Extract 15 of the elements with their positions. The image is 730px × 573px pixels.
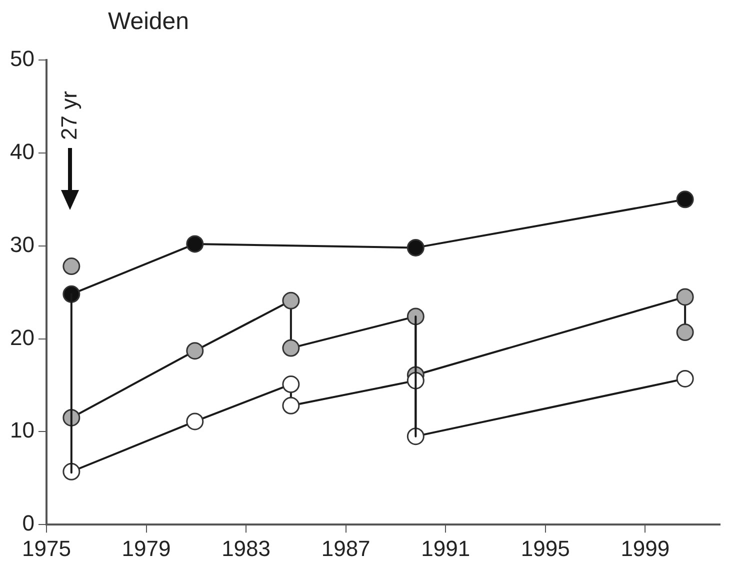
y-tick-label: 40 [10, 138, 34, 164]
x-tick-label: 1991 [421, 536, 470, 561]
annotation: 27 yr [56, 91, 82, 140]
x-tick-label: 1987 [321, 536, 370, 561]
y-tick-label: 30 [10, 232, 34, 257]
y-tick-label: 0 [22, 510, 34, 536]
x-tick-label: 1983 [222, 536, 271, 561]
x-tick-label: 1999 [620, 536, 670, 561]
y-tick-label: 10 [10, 418, 34, 443]
x-tick-label: 1979 [122, 536, 171, 561]
y-tick-label: 20 [10, 324, 34, 350]
chart-title: Weiden [108, 8, 189, 36]
x-tick-label: 1995 [520, 536, 570, 561]
x-tick-label: 1975 [22, 536, 71, 561]
y-tick-label: 50 [10, 46, 34, 72]
